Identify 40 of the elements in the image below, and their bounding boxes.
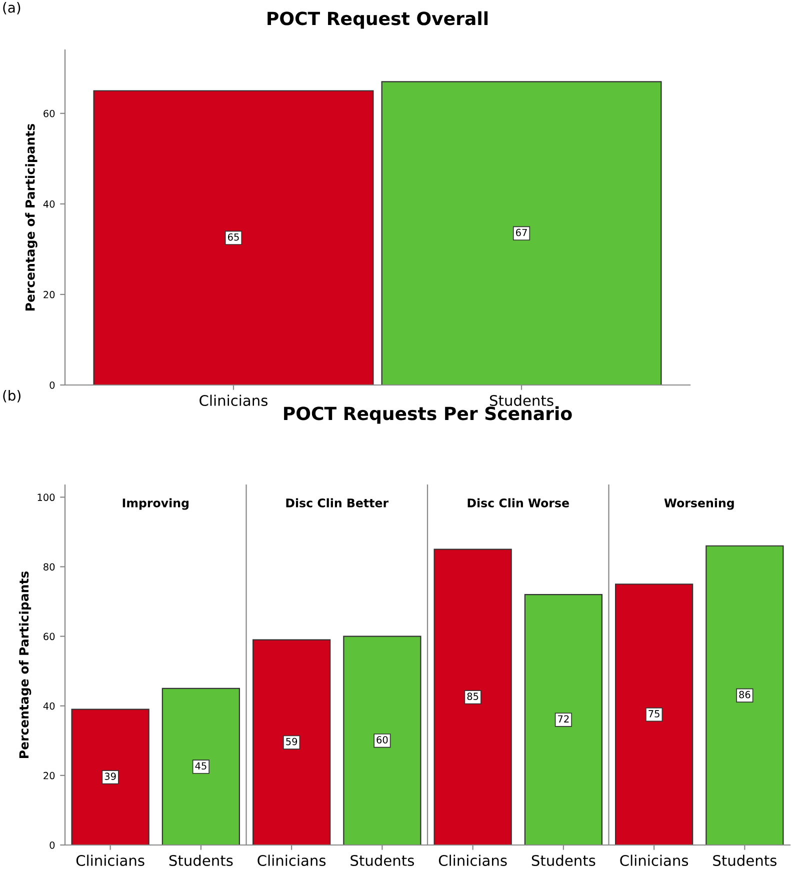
x-tick-label: Students xyxy=(713,854,776,866)
x-tick-label: Students xyxy=(490,394,554,406)
text: (b) xyxy=(3,390,20,402)
y-tick-label: 40 xyxy=(43,702,55,710)
x-tick-label: Clinicians xyxy=(200,394,268,406)
x-tick-label: Clinicians xyxy=(258,854,326,866)
x-tick-label: Students xyxy=(532,854,596,866)
y-tick-label: 100 xyxy=(38,494,55,502)
data-label: 60 xyxy=(376,736,388,744)
x-tick-label: Students xyxy=(350,854,414,866)
data-label: 67 xyxy=(516,228,527,236)
data-label: 65 xyxy=(228,233,239,241)
x-tick-label: Clinicians xyxy=(438,854,507,866)
y-tick-label: 60 xyxy=(44,110,55,118)
y-tick-label: 60 xyxy=(44,632,55,640)
chart-title: POCT Request Overall xyxy=(268,11,488,29)
text: Disc Clin Better xyxy=(286,498,389,508)
y-tick-label: 40 xyxy=(43,200,55,208)
text: (a) xyxy=(3,2,20,14)
x-tick-label: Clinicians xyxy=(620,854,688,866)
data-label: 86 xyxy=(739,690,750,698)
text: Worsening xyxy=(664,498,734,510)
y-tick-label: 0 xyxy=(50,841,55,849)
data-label: 75 xyxy=(648,710,660,718)
y-axis-title: Percentage of Participants xyxy=(25,124,38,310)
text: POCT Requests Per Scenario xyxy=(284,406,572,424)
data-label: 59 xyxy=(286,738,298,746)
y-tick-label: 20 xyxy=(44,772,55,780)
data-label: 45 xyxy=(195,762,206,770)
y-tick-label: 80 xyxy=(44,563,55,571)
text: Improving xyxy=(122,498,188,510)
y-tick-label: 20 xyxy=(44,290,55,298)
data-label: 72 xyxy=(558,715,569,722)
y-tick-label: 0 xyxy=(50,381,55,389)
y-axis-title: Percentage of Participants xyxy=(18,571,32,758)
text: Disc Clin Worse xyxy=(468,498,569,508)
data-label: 39 xyxy=(104,772,116,780)
x-tick-label: Clinicians xyxy=(76,854,144,866)
x-tick-label: Students xyxy=(169,854,233,866)
data-label: 85 xyxy=(467,692,478,700)
